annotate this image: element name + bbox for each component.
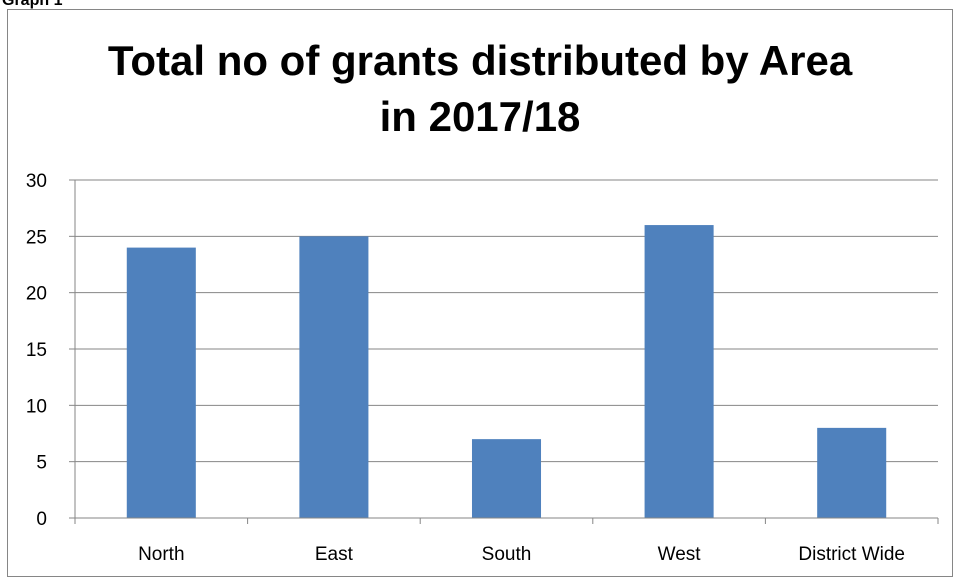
x-category-label: District Wide xyxy=(798,544,905,565)
x-category-label: West xyxy=(658,544,702,565)
bar xyxy=(817,427,887,518)
x-category-label: North xyxy=(138,544,184,565)
y-tick-label: 30 xyxy=(26,171,47,192)
chart-frame xyxy=(7,9,953,577)
x-category-labels: North East South West District Wide xyxy=(138,544,905,565)
graph-label: Graph 1 xyxy=(2,0,63,9)
x-category-label: South xyxy=(482,544,532,565)
y-tick-labels: 0 5 10 15 20 25 30 xyxy=(26,171,47,530)
chart-title-line-2: in 2017/18 xyxy=(379,93,581,140)
y-tick-label: 20 xyxy=(26,284,47,305)
y-tick-label: 25 xyxy=(26,227,47,248)
bar xyxy=(299,236,369,519)
bar xyxy=(644,225,714,519)
chart-title-line-1: Total no of grants distributed by Area xyxy=(107,37,853,84)
bar xyxy=(126,247,196,518)
y-tick-label: 10 xyxy=(26,396,47,417)
y-tick-label: 5 xyxy=(36,453,47,474)
bars xyxy=(126,225,887,519)
y-tick-label: 0 xyxy=(36,509,47,530)
gridlines xyxy=(75,179,938,463)
y-tick-label: 15 xyxy=(26,340,47,361)
axes xyxy=(69,179,939,524)
chart-title: Total no of grants distributed by Area i… xyxy=(7,33,953,145)
bar xyxy=(471,439,542,518)
x-category-label: East xyxy=(315,544,354,565)
